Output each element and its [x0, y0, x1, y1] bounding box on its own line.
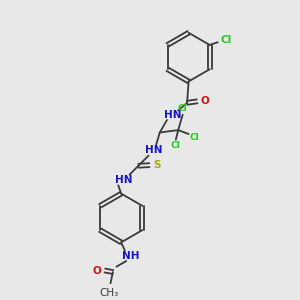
- Text: Cl: Cl: [171, 141, 181, 150]
- Text: HN: HN: [115, 175, 132, 185]
- Text: Cl: Cl: [220, 34, 232, 45]
- Text: S: S: [153, 160, 161, 170]
- Text: HN: HN: [145, 145, 162, 155]
- Text: HN: HN: [164, 110, 181, 120]
- Text: O: O: [200, 96, 209, 106]
- Text: CH₃: CH₃: [100, 288, 119, 298]
- Text: NH: NH: [122, 251, 140, 261]
- Text: Cl: Cl: [178, 104, 188, 113]
- Text: Cl: Cl: [190, 133, 200, 142]
- Text: O: O: [92, 266, 101, 275]
